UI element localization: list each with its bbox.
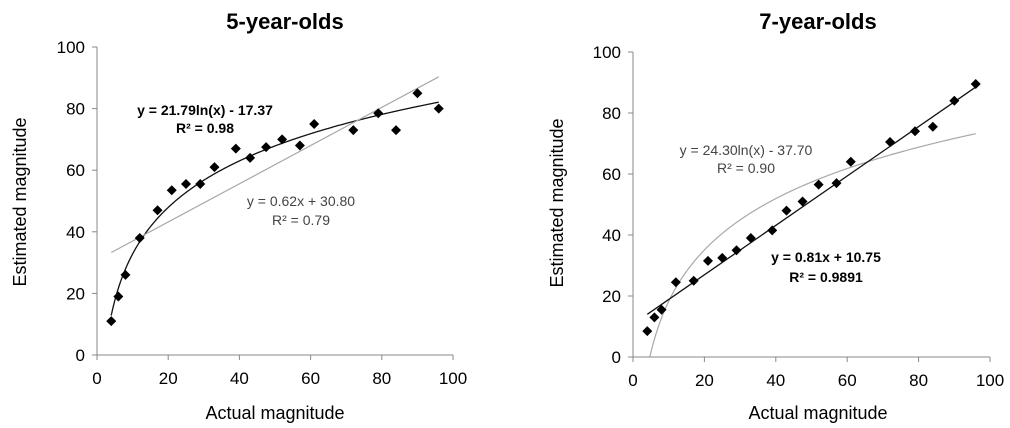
x-tick-label: 80 xyxy=(909,371,928,390)
x-tick-label: 60 xyxy=(838,371,857,390)
chart-panel-5-year-olds: 5-year-olds Actual magnitude Estimated m… xyxy=(10,9,467,423)
data-point xyxy=(927,121,938,132)
data-point xyxy=(230,143,241,154)
x-tick-label: 20 xyxy=(159,369,178,388)
data-point xyxy=(767,225,778,236)
data-point xyxy=(670,277,681,288)
data-point xyxy=(152,205,163,216)
data-point xyxy=(781,205,792,216)
trendlines xyxy=(110,76,440,316)
chart-title: 5-year-olds xyxy=(226,9,343,34)
data-point xyxy=(949,95,960,106)
y-axis-label: Estimated magnitude xyxy=(547,118,567,287)
y-tick-label: 80 xyxy=(66,100,85,119)
data-point xyxy=(831,178,842,189)
chart-title: 7-year-olds xyxy=(759,9,876,34)
axes: 0 20 40 60 80 100 0 20 40 60 80 100 xyxy=(593,43,1005,390)
data-point xyxy=(731,245,742,256)
y-tick-label: 40 xyxy=(66,223,85,242)
linear-fit-equation: y = 0.62x + 30.80 xyxy=(247,193,355,209)
y-tick-label: 60 xyxy=(66,161,85,180)
data-point xyxy=(209,162,220,173)
data-point xyxy=(910,126,921,137)
data-point xyxy=(261,142,272,153)
data-point xyxy=(277,134,288,145)
x-tick-label: 80 xyxy=(372,369,391,388)
linear-fit-r2: R² = 0.79 xyxy=(272,212,330,228)
data-point xyxy=(195,179,206,190)
x-tick-label: 0 xyxy=(92,369,101,388)
data-points xyxy=(106,88,444,327)
y-tick-label: 100 xyxy=(57,38,85,57)
linear-fit-equation: y = 0.81x + 10.75 xyxy=(771,249,881,265)
y-tick-label: 100 xyxy=(593,43,621,62)
data-points xyxy=(642,79,981,337)
log-trendline xyxy=(110,101,439,316)
data-point xyxy=(970,79,981,90)
log-fit-equation: y = 24.30ln(x) - 37.70 xyxy=(680,142,813,158)
log-fit-r2: R² = 0.98 xyxy=(176,120,234,136)
y-tick-label: 0 xyxy=(612,348,621,367)
x-tick-label: 60 xyxy=(301,369,320,388)
linear-trendline xyxy=(110,76,440,254)
data-point xyxy=(813,179,824,190)
linear-fit-r2: R² = 0.9891 xyxy=(789,269,863,285)
log-fit-r2: R² = 0.90 xyxy=(717,160,775,176)
data-point xyxy=(717,252,728,263)
x-tick-label: 20 xyxy=(695,371,714,390)
y-tick-label: 20 xyxy=(66,284,85,303)
data-point xyxy=(391,125,402,136)
data-point xyxy=(373,108,384,119)
axes: 0 20 40 60 80 100 0 20 40 60 80 100 xyxy=(57,38,468,388)
x-tick-label: 40 xyxy=(766,371,785,390)
x-tick-label: 100 xyxy=(976,371,1004,390)
data-point xyxy=(113,291,124,302)
data-point xyxy=(642,326,653,337)
log-fit-equation: y = 21.79ln(x) - 17.37 xyxy=(137,102,273,118)
linear-trendline xyxy=(646,86,977,315)
data-point xyxy=(134,232,145,243)
data-point xyxy=(649,312,660,323)
data-point xyxy=(688,275,699,286)
y-tick-label: 0 xyxy=(76,346,85,365)
log-trendline xyxy=(649,133,976,357)
x-axis-label: Actual magnitude xyxy=(205,403,344,423)
data-point xyxy=(245,152,256,163)
data-point xyxy=(656,304,667,315)
data-point xyxy=(845,156,856,167)
data-point xyxy=(120,269,131,280)
x-tick-label: 100 xyxy=(439,369,467,388)
data-point xyxy=(433,103,444,114)
x-tick-label: 40 xyxy=(230,369,249,388)
y-tick-label: 80 xyxy=(602,104,621,123)
data-point xyxy=(166,185,177,196)
x-tick-label: 0 xyxy=(628,371,637,390)
y-tick-label: 60 xyxy=(602,165,621,184)
y-axis-label: Estimated magnitude xyxy=(10,117,30,286)
data-point xyxy=(106,316,117,327)
data-point xyxy=(797,196,808,207)
trendlines xyxy=(646,86,977,357)
data-point xyxy=(309,119,320,129)
x-axis-label: Actual magnitude xyxy=(748,403,887,423)
data-point xyxy=(745,233,756,244)
data-point xyxy=(294,140,305,151)
data-point xyxy=(412,88,423,99)
data-point xyxy=(885,136,896,147)
y-tick-label: 40 xyxy=(602,226,621,245)
data-point xyxy=(702,255,713,266)
chart-panel-7-year-olds: 7-year-olds Actual magnitude Estimated m… xyxy=(547,9,1004,423)
data-point xyxy=(181,179,191,190)
y-tick-label: 20 xyxy=(602,287,621,306)
data-point xyxy=(348,125,359,136)
